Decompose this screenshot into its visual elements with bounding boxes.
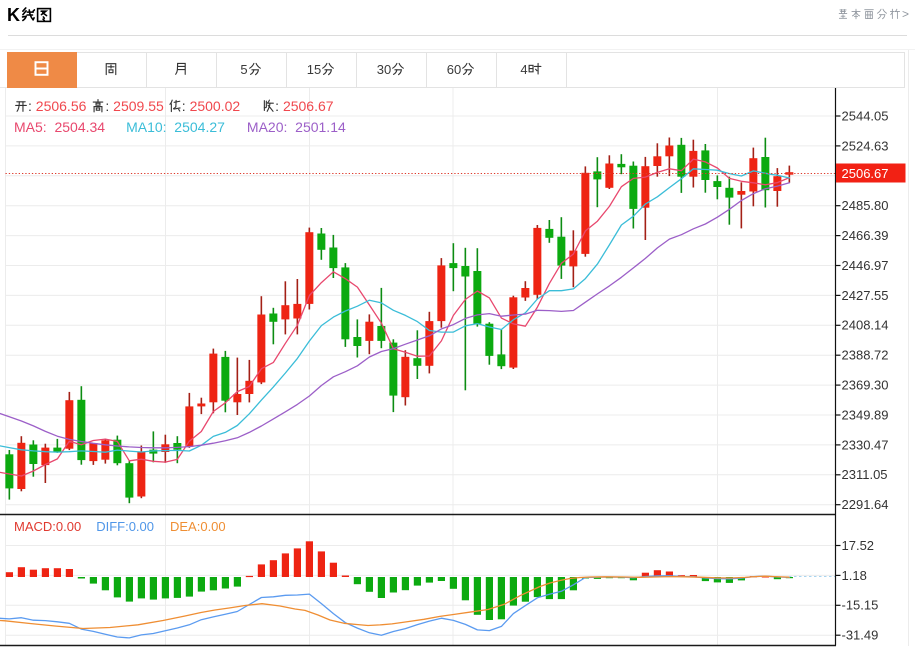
svg-text:2369.30: 2369.30 — [842, 378, 889, 393]
svg-text:2349.89: 2349.89 — [842, 407, 889, 422]
svg-text:17.52: 17.52 — [842, 538, 875, 553]
svg-text:2485.80: 2485.80 — [842, 198, 889, 213]
svg-text:2506.67: 2506.67 — [842, 166, 889, 181]
svg-text:2388.72: 2388.72 — [842, 348, 889, 363]
svg-text:-15.15: -15.15 — [842, 598, 879, 613]
svg-text:2291.64: 2291.64 — [842, 497, 889, 512]
svg-text:2544.05: 2544.05 — [842, 108, 889, 123]
svg-text:2408.14: 2408.14 — [842, 318, 889, 333]
svg-text:2427.55: 2427.55 — [842, 288, 889, 303]
svg-text:2330.47: 2330.47 — [842, 437, 889, 452]
svg-text:2446.97: 2446.97 — [842, 258, 889, 273]
svg-text:2466.39: 2466.39 — [842, 228, 889, 243]
svg-text:1.18: 1.18 — [842, 568, 867, 583]
svg-text:-31.49: -31.49 — [842, 628, 879, 643]
svg-text:2311.05: 2311.05 — [842, 467, 888, 482]
svg-text:2524.63: 2524.63 — [842, 138, 889, 153]
